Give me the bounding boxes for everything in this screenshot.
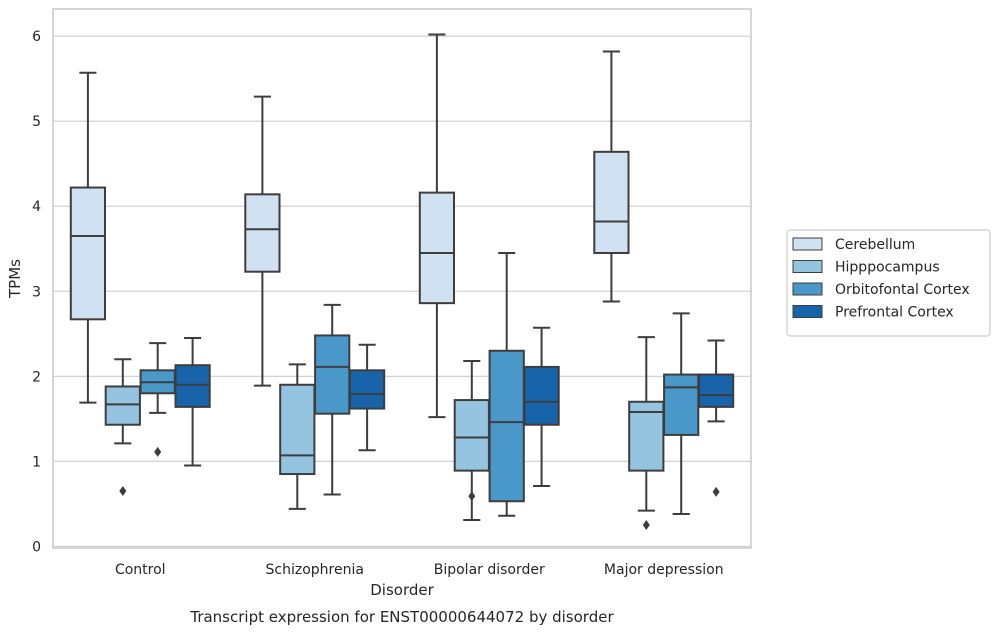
box-iqr bbox=[279, 383, 316, 476]
box-iqr bbox=[628, 400, 665, 472]
box-iqr bbox=[174, 364, 211, 408]
box-0-3 bbox=[593, 50, 630, 303]
y-tick-label: 5 bbox=[32, 114, 41, 130]
x-tick-label: Bipolar disorder bbox=[434, 562, 545, 578]
box-2-2 bbox=[488, 251, 525, 517]
outlier-point bbox=[154, 446, 162, 457]
box-iqr bbox=[663, 373, 700, 436]
box-1-3 bbox=[628, 336, 665, 531]
outlier-point bbox=[712, 486, 720, 497]
box-3-2 bbox=[523, 326, 560, 487]
legend: Cerebellum Hipppocampus Orbitofontal Corte… bbox=[786, 229, 991, 337]
legend-entry-label: Prefrontal Cortex bbox=[835, 305, 954, 321]
x-axis-ticks: Control Schizophrenia Bipolar disorder Majo… bbox=[115, 562, 724, 578]
y-tick-label: 1 bbox=[32, 454, 41, 470]
legend-swatch bbox=[792, 282, 823, 296]
box-iqr bbox=[244, 193, 281, 273]
box-iqr bbox=[453, 399, 490, 472]
legend-swatch bbox=[792, 260, 823, 273]
y-tick-label: 3 bbox=[32, 284, 41, 300]
legend-entry-label: Cerebellum bbox=[835, 237, 915, 253]
box-iqr bbox=[104, 385, 141, 426]
x-tick-label: Control bbox=[115, 562, 166, 578]
box-1-2 bbox=[453, 359, 490, 521]
x-axis-label: Disorder bbox=[370, 581, 434, 599]
box-1-1 bbox=[279, 363, 316, 510]
box-iqr bbox=[348, 369, 386, 410]
box-iqr bbox=[593, 150, 630, 254]
legend-swatch bbox=[792, 305, 823, 318]
y-tick-label: 2 bbox=[32, 369, 41, 385]
box-iqr bbox=[697, 373, 735, 408]
box-iqr bbox=[314, 334, 351, 415]
box-2-0 bbox=[139, 342, 176, 457]
outlier-point bbox=[642, 520, 650, 531]
box-plot-area bbox=[69, 33, 735, 531]
legend-swatch bbox=[792, 237, 823, 251]
x-tick-label: Schizophrenia bbox=[266, 562, 364, 578]
box-0-2 bbox=[418, 33, 456, 419]
y-axis-ticks: 0 1 2 3 4 5 6 bbox=[32, 29, 41, 555]
legend-frame bbox=[786, 229, 991, 337]
legend-entry-label: Orbitofontal Cortex bbox=[835, 282, 970, 298]
outlier-point bbox=[468, 491, 476, 502]
box-iqr bbox=[488, 349, 525, 503]
box-2-3 bbox=[663, 312, 700, 515]
y-tick-label: 0 bbox=[32, 539, 41, 555]
box-3-0 bbox=[174, 337, 211, 467]
box-iqr bbox=[69, 186, 107, 321]
legend-entry-label: Hipppocampus bbox=[835, 260, 940, 276]
box-0-0 bbox=[69, 71, 107, 404]
outlier-point bbox=[119, 486, 127, 497]
plot-frame bbox=[52, 8, 752, 549]
x-tick-label: Major depression bbox=[604, 562, 724, 578]
y-tick-label: 6 bbox=[32, 29, 41, 45]
box-3-1 bbox=[348, 343, 386, 452]
box-iqr bbox=[523, 365, 560, 426]
y-tick-label: 4 bbox=[32, 199, 41, 215]
y-axis-label: TPMs bbox=[6, 259, 24, 299]
box-1-0 bbox=[104, 358, 141, 497]
box-iqr bbox=[418, 191, 456, 305]
box-0-1 bbox=[244, 95, 281, 387]
box-2-1 bbox=[314, 303, 351, 496]
chart-caption: Transcript expression for ENST0000064407… bbox=[189, 608, 614, 626]
box-3-3 bbox=[697, 339, 735, 497]
